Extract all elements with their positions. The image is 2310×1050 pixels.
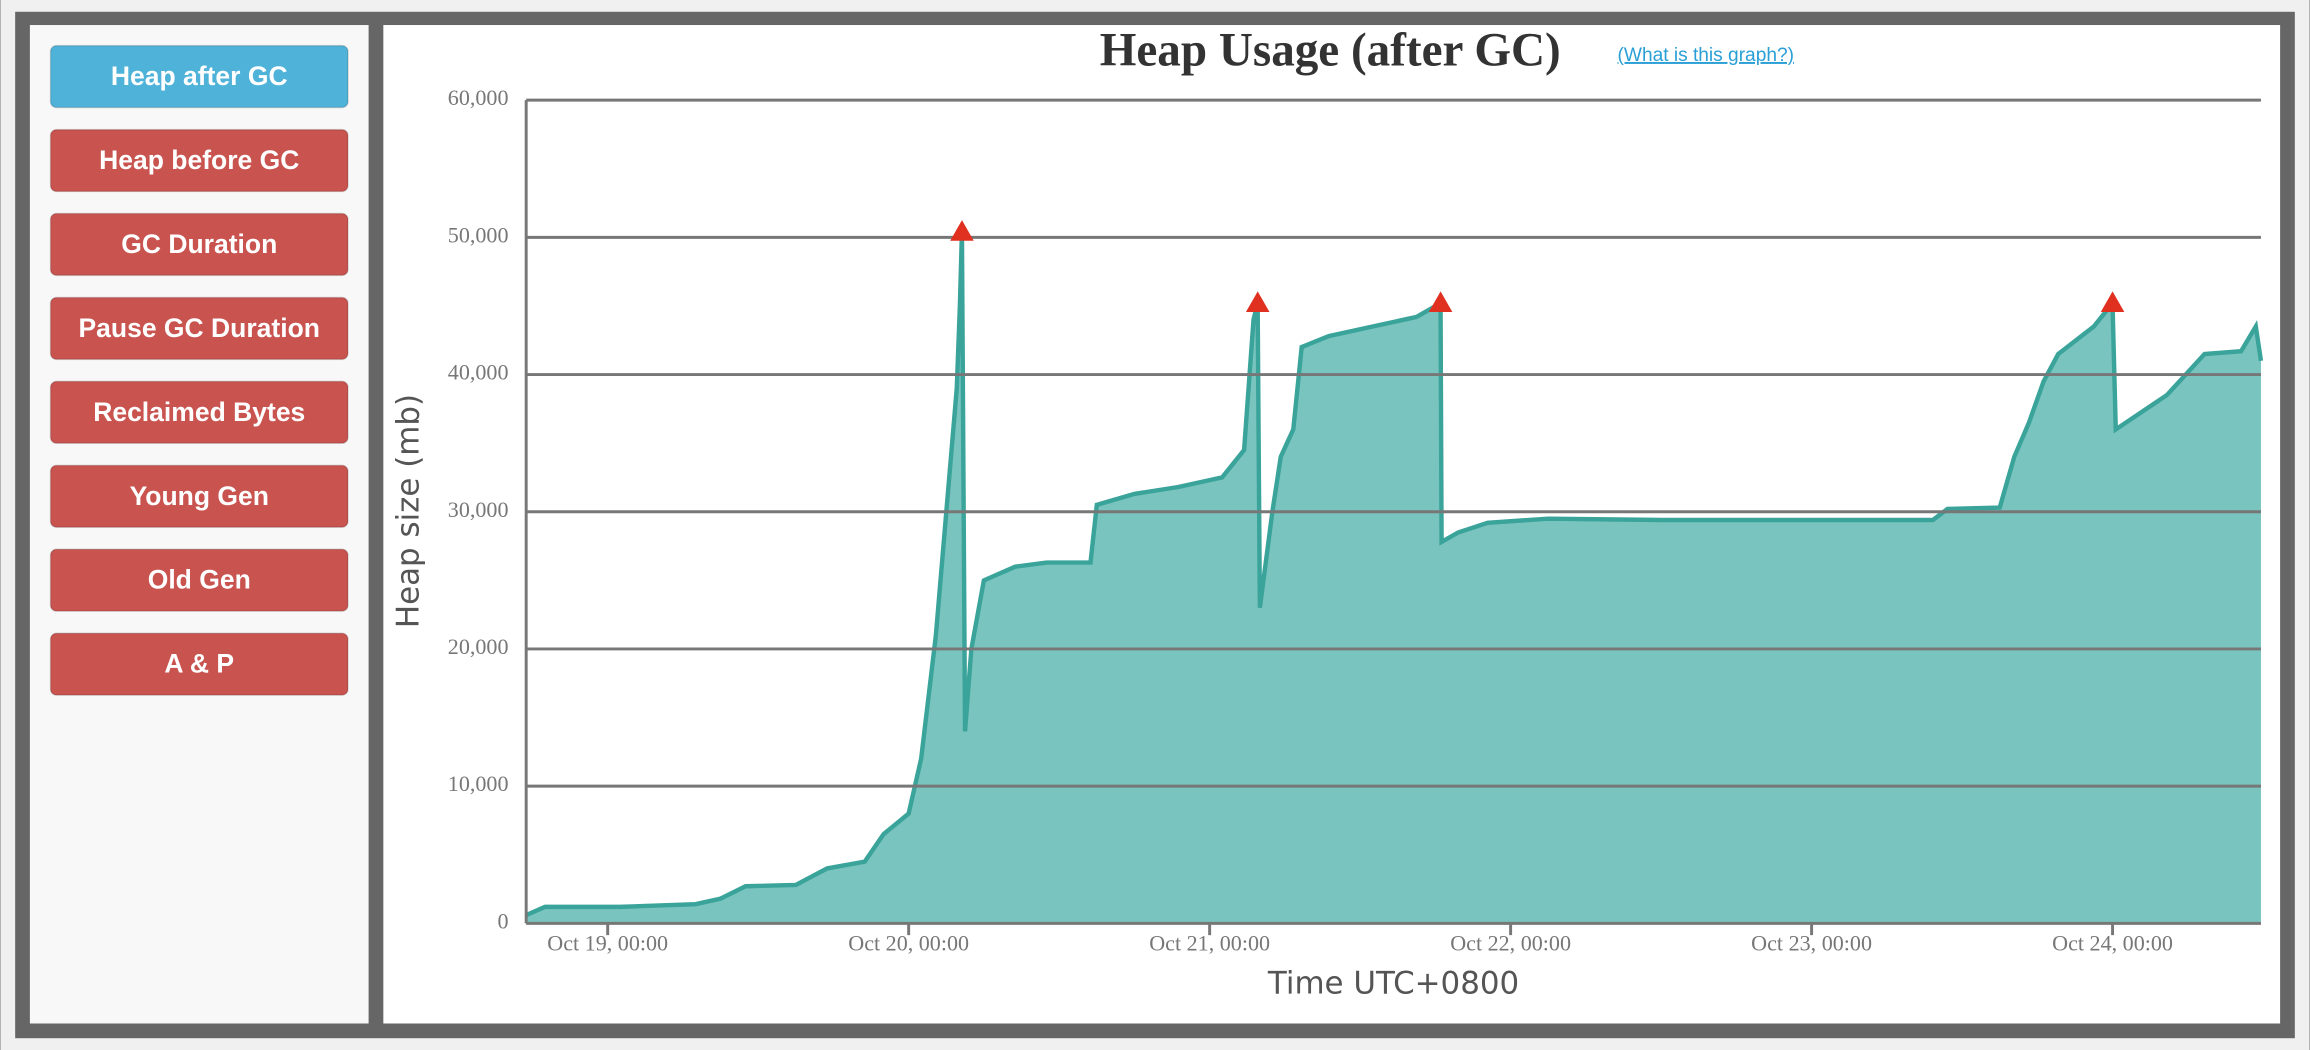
nav-button[interactable]: A & P	[49, 632, 349, 696]
area	[526, 231, 2261, 924]
chart-title: Heap Usage (after GC)	[1100, 24, 1561, 76]
x-tick-label: Oct 22, 00:00	[1450, 931, 1571, 956]
y-tick-label: 10,000	[448, 771, 509, 796]
nav-button[interactable]: Reclaimed Bytes	[49, 380, 349, 445]
x-tick-label: Oct 23, 00:00	[1751, 931, 1872, 956]
button-bg[interactable]	[49, 212, 349, 277]
x-axis-label: Time UTC+0800	[1267, 966, 1519, 1002]
nav: Heap after GC Heap before GC GC Duration Pa…	[49, 44, 349, 696]
button-bg[interactable]	[49, 296, 349, 361]
button-bg[interactable]	[49, 380, 349, 445]
button-label[interactable]: Young Gen	[130, 481, 269, 511]
button-label[interactable]: Reclaimed Bytes	[93, 397, 305, 427]
button-label[interactable]: Heap before GC	[99, 145, 299, 175]
nav-button[interactable]: Young Gen	[49, 464, 349, 528]
button-bg[interactable]	[49, 128, 349, 193]
x-tick-label: Oct 24, 00:00	[2052, 931, 2173, 956]
button-label[interactable]: Pause GC Duration	[78, 313, 320, 343]
peak-marker	[2100, 291, 2125, 313]
nav-button[interactable]: Heap before GC	[49, 128, 349, 193]
peak-marker	[950, 220, 974, 241]
nav-button[interactable]: Heap after GC	[49, 44, 349, 109]
y-tick-label: 20,000	[448, 634, 509, 659]
x-tick-label: Oct 21, 00:00	[1149, 931, 1270, 956]
nav-button[interactable]: GC Duration	[49, 212, 349, 277]
button-bg[interactable]	[49, 632, 349, 696]
button-label[interactable]: GC Duration	[121, 229, 277, 259]
plot: 0 10,000 20,000 30,000 40,000 50,000 60,000 Oct…	[448, 85, 2264, 956]
y-tick-label: 60,000	[448, 85, 509, 110]
peak-marker	[1428, 291, 1453, 313]
x-tick-label: Oct 19, 00:00	[547, 931, 668, 956]
nav-button[interactable]: Old Gen	[49, 548, 349, 612]
y-tick-label: 50,000	[448, 222, 509, 247]
help-link[interactable]: (What is this graph?)	[1618, 45, 1794, 66]
button-bg[interactable]	[49, 44, 349, 109]
y-axis-label: Heap size (mb)	[390, 394, 426, 628]
button-bg[interactable]	[49, 464, 349, 528]
button-label[interactable]: Heap after GC	[111, 61, 288, 91]
x-tick-label: Oct 20, 00:00	[848, 931, 969, 956]
y-tick-label: 0	[497, 908, 508, 933]
y-tick-label: 30,000	[448, 497, 509, 522]
peak-marker	[1245, 291, 1270, 313]
button-label[interactable]: Old Gen	[148, 565, 251, 595]
y-tick-label: 40,000	[448, 360, 509, 385]
button-bg[interactable]	[49, 548, 349, 612]
button-label[interactable]: A & P	[164, 649, 234, 679]
nav-button[interactable]: Pause GC Duration	[49, 296, 349, 361]
